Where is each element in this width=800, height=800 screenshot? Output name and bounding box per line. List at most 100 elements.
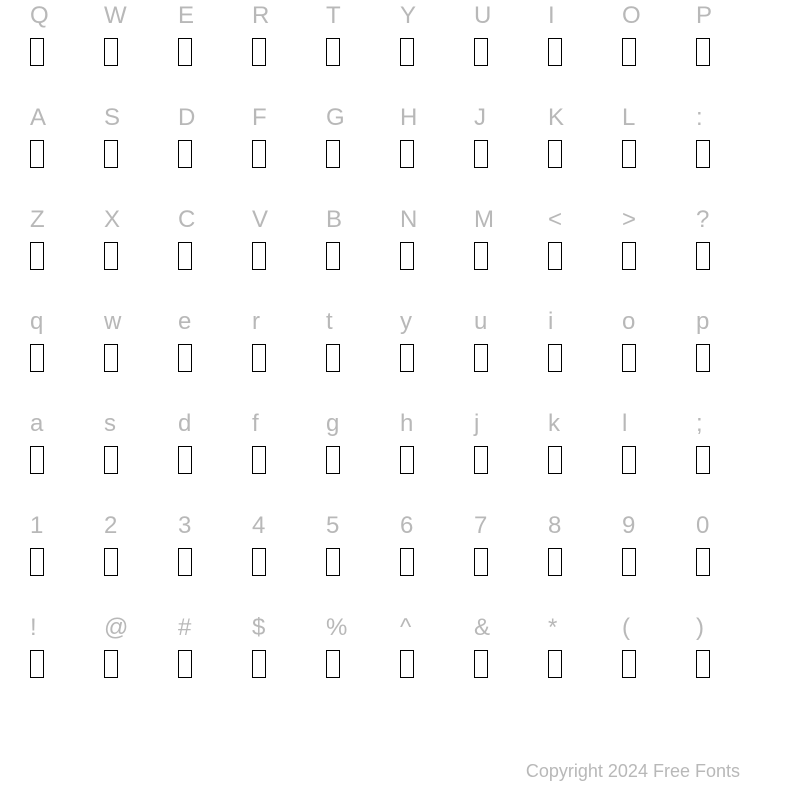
glyph-placeholder-box: [400, 548, 414, 576]
glyph-placeholder-box: [104, 38, 118, 66]
glyph-placeholder-box: [548, 140, 562, 168]
char-cell: k: [548, 408, 622, 510]
glyph-placeholder-box: [622, 446, 636, 474]
glyph-placeholder-box: [548, 650, 562, 678]
char-cell: $: [252, 612, 326, 714]
char-label: %: [326, 612, 347, 644]
char-label: H: [400, 102, 417, 134]
glyph-placeholder-box: [30, 38, 44, 66]
char-cell: t: [326, 306, 400, 408]
char-label: ^: [400, 612, 411, 644]
char-cell: #: [178, 612, 252, 714]
char-label: 0: [696, 510, 709, 542]
glyph-placeholder-box: [622, 140, 636, 168]
char-cell: R: [252, 0, 326, 102]
char-label: W: [104, 0, 127, 32]
char-label: i: [548, 306, 553, 338]
char-label: R: [252, 0, 269, 32]
char-label: K: [548, 102, 564, 134]
glyph-placeholder-box: [178, 650, 192, 678]
glyph-placeholder-box: [400, 242, 414, 270]
glyph-placeholder-box: [696, 650, 710, 678]
char-cell: 1: [30, 510, 104, 612]
char-cell: w: [104, 306, 178, 408]
char-cell: G: [326, 102, 400, 204]
char-cell: ;: [696, 408, 770, 510]
char-cell: X: [104, 204, 178, 306]
glyph-placeholder-box: [400, 38, 414, 66]
glyph-placeholder-box: [696, 548, 710, 576]
char-cell: j: [474, 408, 548, 510]
char-label: ): [696, 612, 704, 644]
char-cell: T: [326, 0, 400, 102]
char-label: (: [622, 612, 630, 644]
char-cell: o: [622, 306, 696, 408]
char-cell: q: [30, 306, 104, 408]
char-cell: i: [548, 306, 622, 408]
char-label: Q: [30, 0, 49, 32]
glyph-placeholder-box: [178, 140, 192, 168]
char-label: r: [252, 306, 260, 338]
glyph-placeholder-box: [326, 140, 340, 168]
glyph-placeholder-box: [400, 140, 414, 168]
glyph-placeholder-box: [548, 242, 562, 270]
char-cell: 9: [622, 510, 696, 612]
glyph-placeholder-box: [696, 446, 710, 474]
char-label: O: [622, 0, 641, 32]
glyph-placeholder-box: [622, 242, 636, 270]
glyph-placeholder-box: [696, 242, 710, 270]
glyph-placeholder-box: [474, 242, 488, 270]
glyph-placeholder-box: [30, 242, 44, 270]
char-cell: y: [400, 306, 474, 408]
glyph-placeholder-box: [548, 446, 562, 474]
char-cell: e: [178, 306, 252, 408]
char-cell: 8: [548, 510, 622, 612]
char-label: Z: [30, 204, 45, 236]
glyph-placeholder-box: [30, 344, 44, 372]
char-label: *: [548, 612, 557, 644]
char-cell: F: [252, 102, 326, 204]
char-label: 7: [474, 510, 487, 542]
char-cell: p: [696, 306, 770, 408]
char-cell: Q: [30, 0, 104, 102]
char-label: 6: [400, 510, 413, 542]
glyph-placeholder-box: [104, 446, 118, 474]
char-cell: ^: [400, 612, 474, 714]
glyph-placeholder-box: [622, 650, 636, 678]
char-label: 4: [252, 510, 265, 542]
glyph-placeholder-box: [326, 344, 340, 372]
font-character-map: QWERTYUIOPASDFGHJKL:ZXCVBNM<>?qwertyuiop…: [0, 0, 800, 714]
char-cell: @: [104, 612, 178, 714]
char-label: 9: [622, 510, 635, 542]
char-cell: M: [474, 204, 548, 306]
char-cell: Z: [30, 204, 104, 306]
char-cell: I: [548, 0, 622, 102]
char-cell: <: [548, 204, 622, 306]
glyph-placeholder-box: [474, 650, 488, 678]
glyph-placeholder-box: [252, 140, 266, 168]
char-cell: V: [252, 204, 326, 306]
char-cell: U: [474, 0, 548, 102]
char-cell: 2: [104, 510, 178, 612]
glyph-placeholder-box: [400, 446, 414, 474]
glyph-placeholder-box: [252, 650, 266, 678]
char-label: p: [696, 306, 709, 338]
char-label: A: [30, 102, 46, 134]
glyph-placeholder-box: [178, 446, 192, 474]
glyph-placeholder-box: [474, 38, 488, 66]
glyph-placeholder-box: [548, 548, 562, 576]
char-cell: 5: [326, 510, 400, 612]
glyph-placeholder-box: [474, 140, 488, 168]
char-cell: S: [104, 102, 178, 204]
char-label: j: [474, 408, 479, 440]
char-label: P: [696, 0, 712, 32]
char-cell: B: [326, 204, 400, 306]
char-cell: 4: [252, 510, 326, 612]
char-label: k: [548, 408, 560, 440]
char-label: $: [252, 612, 265, 644]
char-label: 5: [326, 510, 339, 542]
glyph-placeholder-box: [400, 344, 414, 372]
char-label: S: [104, 102, 120, 134]
glyph-placeholder-box: [696, 344, 710, 372]
glyph-placeholder-box: [474, 548, 488, 576]
